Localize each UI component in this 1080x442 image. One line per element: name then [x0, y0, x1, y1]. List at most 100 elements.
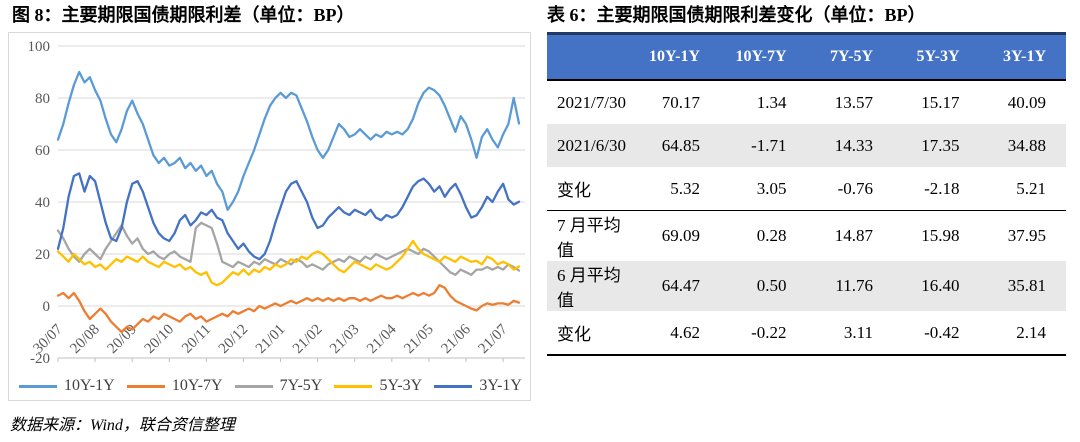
term-spread-chart-box: 100 80 60 40 20 0 -20 30/07 20/08 20/09 20/10 20/11…: [8, 32, 531, 401]
x-tick-label: 21/01: [253, 322, 288, 357]
table-cell: 64.47: [633, 261, 720, 311]
table-header-cell: 3Y-1Y: [979, 33, 1066, 80]
figure-title: 图 8：主要期限国债期限利差（单位：BP）: [12, 5, 355, 25]
table-cell: 2.14: [1016, 322, 1046, 342]
y-tick-label: -20: [30, 351, 50, 367]
series-line-10Y-7Y: [56, 284, 521, 334]
table-cell: 35.81: [979, 261, 1066, 311]
chart-legend: 10Y-1Y 10Y-7Y 7Y-5Y 5Y-3Y 3Y-1Y: [19, 377, 522, 395]
legend-item-3Y-1Y: 3Y-1Y: [434, 377, 522, 395]
table-header-corner: [547, 33, 634, 80]
table-row: 2021/6/30 64.85 -1.71 14.33 17.35 34.88: [547, 124, 1066, 167]
table-cell: 37.95: [1007, 226, 1046, 245]
legend-swatch: [434, 384, 473, 388]
table-header-cell: 10Y-1Y: [633, 33, 720, 80]
series-lines: [56, 70, 521, 334]
x-tick-label: 21/04: [364, 321, 400, 357]
data-source-note: 数据来源：Wind，联合资信整理: [10, 417, 235, 434]
x-tick-label: 21/03: [327, 322, 362, 357]
table-row: 6 月平均值 64.47 0.50 11.76 16.40 35.81: [547, 261, 1066, 311]
table-cell: -0.22: [751, 322, 787, 342]
legend-label: 10Y-7Y: [171, 377, 223, 394]
y-axis-labels: 100 80 60 40 20 0 -20: [28, 39, 51, 367]
legend-item-10Y-7Y: 10Y-7Y: [126, 377, 223, 395]
table-cell: 15.17: [921, 92, 960, 112]
table-header-row: 10Y-1Y 10Y-7Y 7Y-5Y 5Y-3Y 3Y-1Y: [547, 33, 1066, 80]
table-row: 2021/7/30 70.17 1.34 13.57 15.17 40.09: [547, 80, 1066, 124]
series-line-7Y-5Y: [56, 221, 521, 276]
table-cell: -1.71: [720, 124, 807, 167]
x-axis-labels: 30/07 20/08 20/09 20/10 20/11 20/12 21/01 21/02…: [30, 321, 511, 357]
table-cell: 40.09: [1007, 92, 1046, 112]
table-cell: 70.17: [661, 92, 700, 112]
legend-swatch: [126, 384, 165, 388]
table-header-cell: 5Y-3Y: [893, 33, 980, 80]
table-cell: 0.28: [756, 226, 787, 245]
table-title: 表 6：主要期限国债期限利差变化（单位：BP）: [547, 5, 926, 25]
x-axis-ticks: [57, 358, 504, 362]
y-tick-label: 40: [35, 195, 50, 211]
table-header-cell: 7Y-5Y: [806, 33, 893, 80]
legend-label: 7Y-5Y: [279, 377, 323, 394]
table-cell: 14.33: [806, 124, 893, 167]
y-tick-label: 0: [43, 299, 51, 315]
table-row-label: 2021/6/30: [547, 124, 634, 167]
table-cell: 34.88: [979, 124, 1066, 167]
table-cell: 16.40: [893, 261, 980, 311]
x-tick-label: 20/10: [142, 322, 177, 357]
table-cell: 14.87: [834, 226, 873, 245]
table-body: 2021/7/30 70.17 1.34 13.57 15.17 40.09 2021/6/…: [547, 80, 1066, 355]
y-tick-label: 20: [35, 247, 50, 263]
table-cell: 1.34: [756, 92, 787, 112]
table-cell: 0.50: [720, 261, 807, 311]
table-row-label: 变化: [557, 325, 591, 344]
legend-swatch: [234, 384, 273, 388]
report-figure-panel: 图 8：主要期限国债期限利差（单位：BP） 100 80 60 40 20 0 -20 30/…: [8, 0, 534, 435]
table-header-cell: 10Y-7Y: [720, 33, 807, 80]
table-cell: 11.76: [806, 261, 893, 311]
table-cell: -0.42: [924, 322, 960, 342]
legend-swatch: [334, 384, 373, 388]
legend-label: 3Y-1Y: [479, 377, 522, 394]
x-tick-label: 21/07: [475, 321, 511, 357]
table-row: 变化 4.62 -0.22 3.11 -0.42 2.14: [547, 311, 1066, 355]
table-header: 10Y-1Y 10Y-7Y 7Y-5Y 5Y-3Y 3Y-1Y: [547, 33, 1066, 80]
legend-swatch: [19, 384, 57, 388]
table-cell: 3.05: [756, 178, 787, 198]
legend-item-10Y-1Y: 10Y-1Y: [19, 377, 115, 395]
x-tick-label: 20/11: [179, 322, 214, 357]
table-row: 变化 5.32 3.05 -0.76 -2.18 5.21: [547, 167, 1066, 211]
y-tick-label: 60: [35, 143, 50, 159]
table-row-label: 6 月平均值: [547, 261, 634, 311]
legend-item-7Y-5Y: 7Y-5Y: [234, 377, 323, 395]
table-cell: -0.76: [837, 178, 873, 198]
table-cell: 64.85: [633, 124, 720, 167]
table-row-label: 7 月平均值: [557, 216, 621, 260]
legend-label: 5Y-3Y: [379, 377, 423, 394]
table-row-label: 变化: [557, 181, 591, 200]
x-tick-label: 20/12: [216, 322, 251, 357]
series-line-10Y-1Y: [56, 70, 521, 211]
table-cell: 13.57: [834, 92, 873, 112]
report-table-panel: 表 6：主要期限国债期限利差变化（单位：BP） 10Y-1Y 10Y-7Y 7Y-5…: [547, 0, 1066, 356]
x-tick-label: 20/08: [67, 322, 102, 357]
table-row: 7 月平均值 69.09 0.28 14.87 15.98 37.95: [547, 211, 1066, 262]
table-cell: 15.98: [921, 226, 960, 245]
series-line-3Y-1Y: [56, 172, 521, 261]
table-cell: 3.11: [843, 322, 873, 342]
x-tick-label: 21/05: [401, 322, 436, 357]
y-tick-label: 80: [35, 91, 50, 107]
table-cell: 4.62: [670, 322, 700, 342]
legend-label: 10Y-1Y: [64, 377, 115, 394]
y-tick-label: 100: [28, 39, 51, 55]
x-tick-label: 21/06: [438, 321, 474, 357]
table-cell: 5.32: [670, 178, 700, 198]
legend-item-5Y-3Y: 5Y-3Y: [334, 377, 422, 395]
gridlines: [58, 45, 525, 359]
table-row-label: 2021/7/30: [557, 92, 626, 112]
table-cell: 69.09: [661, 226, 700, 245]
spread-change-table: 10Y-1Y 10Y-7Y 7Y-5Y 5Y-3Y 3Y-1Y 2021/7/30 70.…: [547, 32, 1066, 356]
series-line-5Y-3Y: [56, 239, 521, 287]
table-cell: -2.18: [924, 178, 960, 198]
